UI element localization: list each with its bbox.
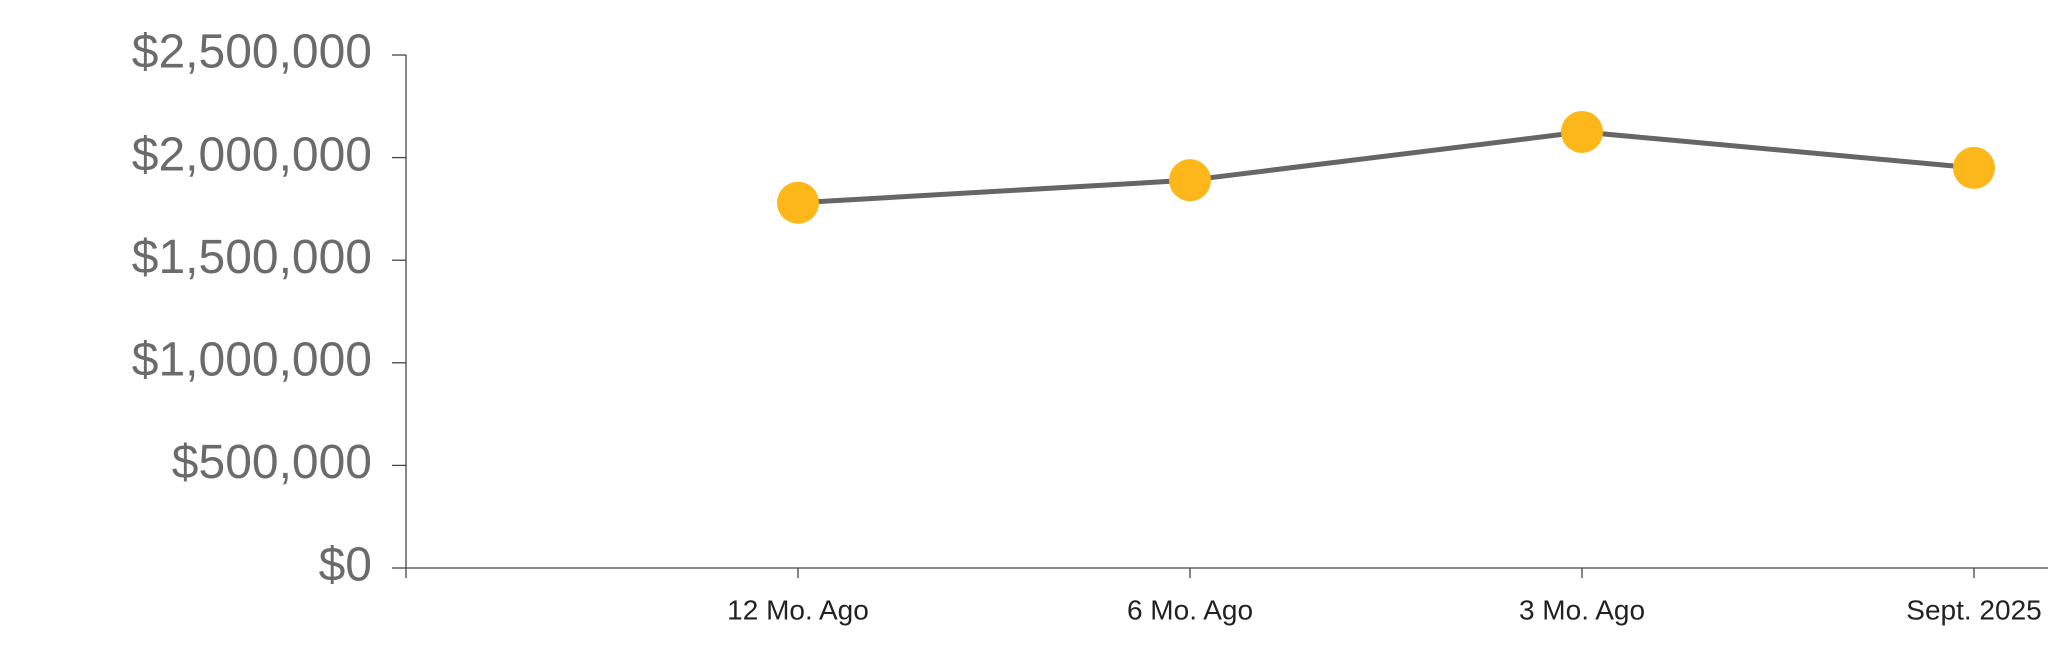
point xyxy=(777,181,819,224)
x-tick-label: 12 Mo. Ago xyxy=(727,594,869,625)
point xyxy=(1169,159,1211,202)
line xyxy=(797,129,1975,206)
y-tick-label: $2,000,000 xyxy=(132,128,372,181)
y-tick-label: $1,000,000 xyxy=(132,333,372,386)
y-tick-label: $1,500,000 xyxy=(132,231,372,284)
x-tick-label: 6 Mo. Ago xyxy=(1127,594,1253,625)
x-tick-label: Sept. 2025 xyxy=(1906,594,2041,625)
point xyxy=(1561,110,1603,153)
y-tick-label: $2,500,000 xyxy=(132,26,372,79)
y-tick-label: $500,000 xyxy=(172,436,372,489)
y-tick-label: $0 xyxy=(319,539,372,592)
point xyxy=(1953,146,1995,189)
x-tick-label: 3 Mo. Ago xyxy=(1519,594,1645,625)
